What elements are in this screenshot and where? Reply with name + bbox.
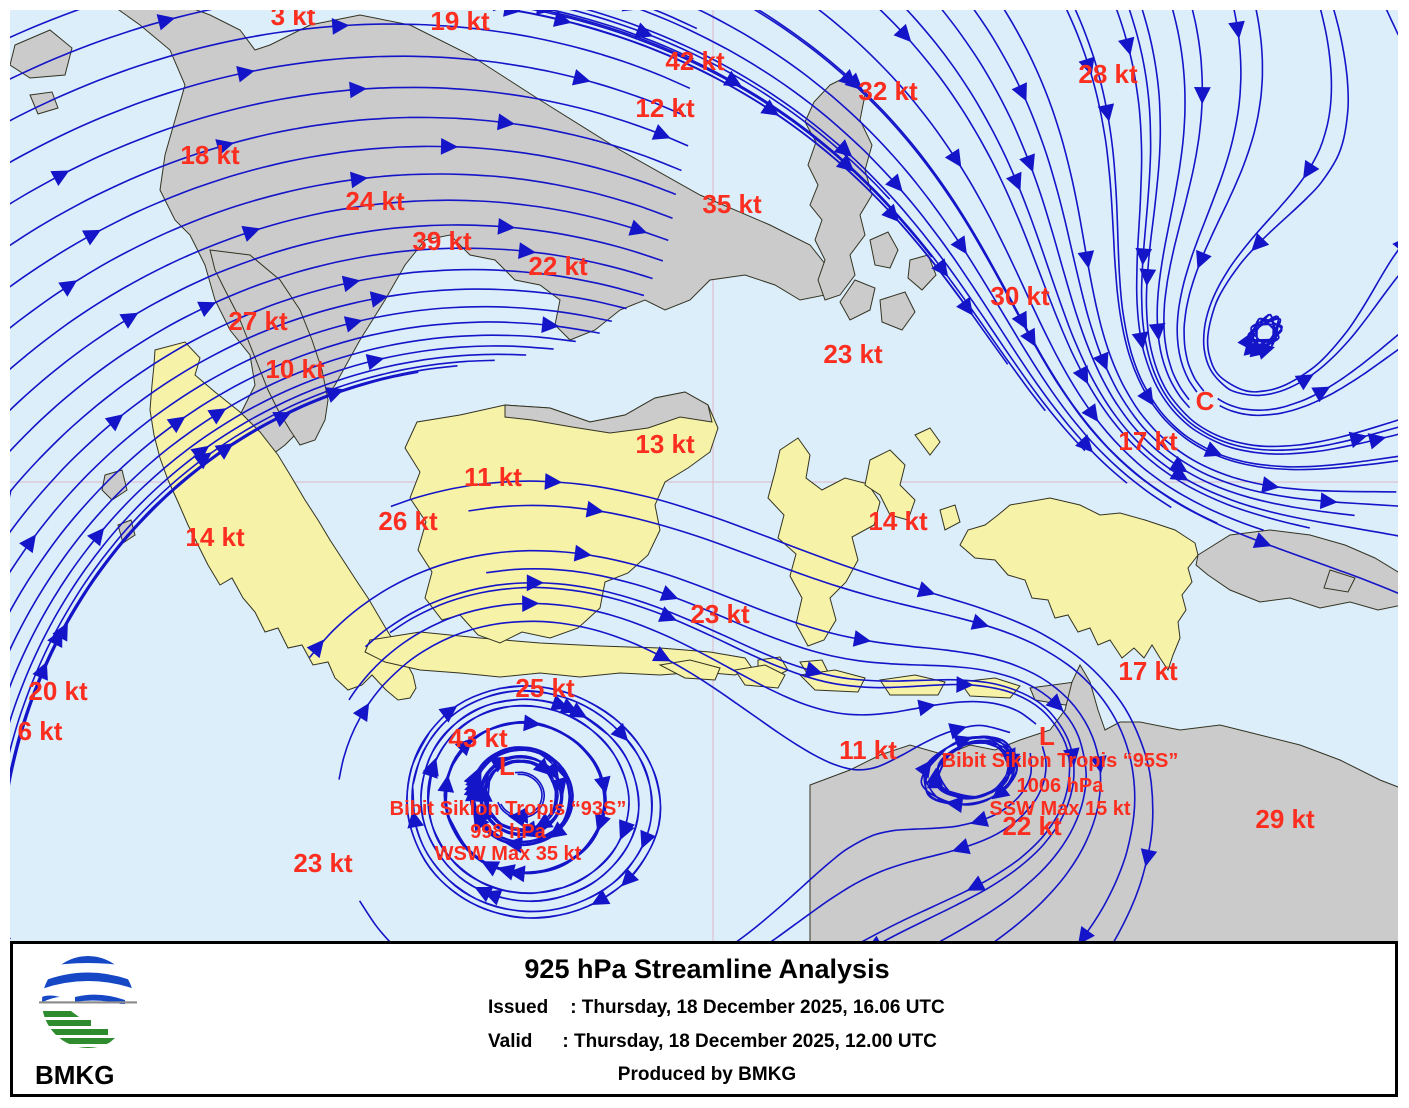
svg-text:998 hPa: 998 hPa: [470, 821, 546, 843]
svg-text:L: L: [499, 751, 515, 781]
svg-text:25 kt: 25 kt: [515, 673, 575, 703]
svg-text:20 kt: 20 kt: [28, 676, 88, 706]
svg-text:29 kt: 29 kt: [1255, 804, 1315, 834]
svg-text:14 kt: 14 kt: [868, 506, 928, 536]
svg-text:23 kt: 23 kt: [690, 599, 750, 629]
svg-text:3 kt: 3 kt: [271, 10, 316, 31]
svg-text:1006 hPa: 1006 hPa: [1017, 775, 1105, 797]
svg-text:17 kt: 17 kt: [1118, 656, 1178, 686]
svg-text:42 kt: 42 kt: [665, 46, 725, 76]
svg-text:12 kt: 12 kt: [635, 93, 695, 123]
svg-text:17 kt: 17 kt: [1118, 426, 1178, 456]
svg-text:27 kt: 27 kt: [228, 306, 288, 336]
svg-text:11 kt: 11 kt: [464, 462, 522, 492]
svg-text:Valid: Thursday, 18 December 2: Valid: Thursday, 18 December 2025, 12.00…: [488, 1031, 937, 1052]
svg-text:32 kt: 32 kt: [858, 76, 918, 106]
svg-text:23 kt: 23 kt: [293, 848, 353, 878]
svg-text:WSW Max 35 kt: WSW Max 35 kt: [435, 843, 582, 865]
svg-text:Bibit Siklon Tropis “93S”: Bibit Siklon Tropis “93S”: [390, 798, 627, 820]
svg-text:L: L: [1039, 721, 1055, 751]
svg-text:Produced by BMKG: Produced by BMKG: [618, 1064, 796, 1085]
svg-text:22 kt: 22 kt: [1002, 811, 1062, 841]
svg-text:43 kt: 43 kt: [448, 723, 508, 753]
svg-text:22 kt: 22 kt: [528, 251, 588, 281]
svg-text:19 kt: 19 kt: [430, 10, 490, 36]
svg-text:BMKG: BMKG: [35, 1060, 114, 1090]
svg-text:39 kt: 39 kt: [412, 226, 472, 256]
svg-text:30 kt: 30 kt: [990, 281, 1050, 311]
svg-text:18 kt: 18 kt: [180, 140, 240, 170]
svg-text:24 kt: 24 kt: [345, 186, 405, 216]
svg-text:14 kt: 14 kt: [185, 522, 245, 552]
svg-text:23 kt: 23 kt: [823, 339, 883, 369]
svg-text:Bibit Siklon Tropis “95S”: Bibit Siklon Tropis “95S”: [942, 750, 1179, 772]
svg-text:26 kt: 26 kt: [378, 506, 438, 536]
svg-text:10 kt: 10 kt: [265, 354, 325, 384]
svg-text:6 kt: 6 kt: [18, 716, 63, 746]
svg-text:C: C: [1196, 386, 1215, 416]
svg-text:11 kt: 11 kt: [839, 735, 897, 765]
svg-text:35 kt: 35 kt: [702, 189, 762, 219]
svg-text:28 kt: 28 kt: [1078, 59, 1138, 89]
svg-text:13 kt: 13 kt: [635, 429, 695, 459]
svg-text:Issued: Thursday, 18 December: Issued: Thursday, 18 December 2025, 16.0…: [488, 997, 945, 1018]
svg-text:925 hPa Streamline Analysis: 925 hPa Streamline Analysis: [524, 954, 889, 984]
